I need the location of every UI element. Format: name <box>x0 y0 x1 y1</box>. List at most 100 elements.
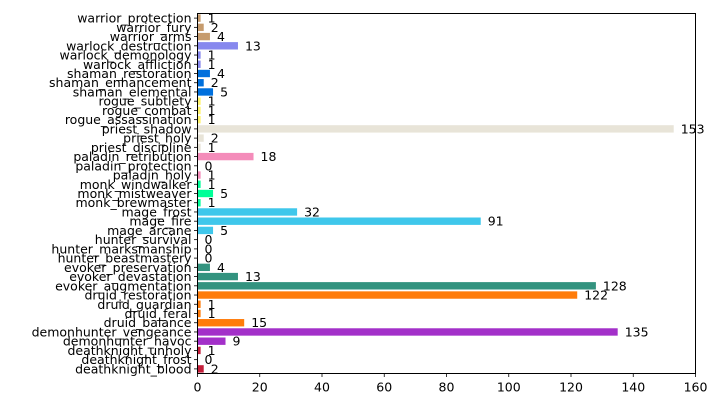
y-tick-label-monk_brewmaster: monk_brewmaster <box>75 195 192 210</box>
y-tick-label-evoker_devastation: evoker_devastation <box>69 269 191 284</box>
bar-rogue_subtlety <box>197 97 201 105</box>
y-tick-label-druid_feral: druid_feral <box>124 306 191 321</box>
bar-druid_restoration <box>197 291 578 299</box>
bar-druid_feral <box>197 309 201 318</box>
y-tick-label-shaman_enhancement: shaman_enhancement <box>49 75 192 90</box>
bar-evoker_devastation <box>197 272 238 281</box>
y-tick-label-warlock_affliction: warlock_affliction <box>83 57 192 72</box>
y-tick-label-priest_discipline: priest_discipline <box>91 140 192 155</box>
bar-priest_shadow <box>197 125 674 133</box>
y-tick-label-mage_arcane: mage_arcane <box>107 223 192 238</box>
bar-mage_arcane <box>197 226 214 235</box>
data-label-monk_windwalker: 1 <box>208 177 216 192</box>
data-label-shaman_elemental: 5 <box>220 84 228 99</box>
bar-paladin_holy <box>197 171 201 179</box>
y-tick-label-druid_guardian: druid_guardian <box>97 297 191 312</box>
data-label-warrior_protection: 1 <box>208 11 216 26</box>
bar-deathknight_unholy <box>197 346 201 355</box>
y-tick-label-evoker_augmentation: evoker_augmentation <box>55 278 191 293</box>
y-tick-label-shaman_elemental: shaman_elemental <box>73 84 192 99</box>
y-tick-label-priest_holy: priest_holy <box>123 131 192 146</box>
bar-warrior_protection <box>197 14 201 22</box>
y-tick-label-hunter_survival: hunter_survival <box>95 232 192 247</box>
data-label-evoker_augmentation: 128 <box>603 278 627 293</box>
data-label-warlock_destruction: 13 <box>245 38 261 53</box>
data-label-mage_frost: 32 <box>304 204 320 219</box>
data-label-deathknight_unholy: 1 <box>208 343 216 358</box>
data-label-mage_fire: 91 <box>488 214 504 229</box>
y-tick-label-evoker_preservation: evoker_preservation <box>64 260 191 275</box>
y-tick-label-deathknight_blood: deathknight_blood <box>75 361 191 376</box>
x-tick-label-100: 100 <box>497 380 521 395</box>
data-label-priest_discipline: 1 <box>208 140 216 155</box>
y-tick-label-druid_balance: druid_balance <box>104 315 192 330</box>
data-label-priest_shadow: 153 <box>681 121 705 136</box>
bar-paladin_retribution <box>197 152 254 161</box>
y-tick-label-rogue_combat: rogue_combat <box>102 103 192 118</box>
data-label-evoker_preservation: 4 <box>217 260 225 275</box>
y-tick-label-priest_shadow: priest_shadow <box>102 121 192 136</box>
bar-demonhunter_vengeance <box>197 328 618 336</box>
bar-rogue_combat <box>197 106 201 115</box>
y-tick-label-warrior_arms: warrior_arms <box>110 29 192 44</box>
data-label-evoker_devastation: 13 <box>245 269 261 284</box>
data-label-deathknight_blood: 2 <box>211 361 219 376</box>
x-tick-label-20: 20 <box>252 380 268 395</box>
data-label-druid_feral: 1 <box>208 306 216 321</box>
data-label-rogue_combat: 1 <box>208 103 216 118</box>
y-tick-label-monk_mistweaver: monk_mistweaver <box>77 186 192 201</box>
bar-warlock_affliction <box>197 60 201 68</box>
y-tick-label-rogue_assassination: rogue_assassination <box>65 112 192 127</box>
data-label-rogue_subtlety: 1 <box>208 94 216 109</box>
bar-warlock_destruction <box>197 42 238 50</box>
bar-shaman_restoration <box>197 69 210 78</box>
data-label-paladin_protection: 0 <box>205 158 213 173</box>
data-labels-group: 2019135151112212813400059132151101812153… <box>205 11 705 377</box>
data-label-mage_arcane: 5 <box>220 223 228 238</box>
y-tick-label-warrior_protection: warrior_protection <box>77 11 191 26</box>
data-label-druid_restoration: 122 <box>584 288 608 303</box>
bar-monk_mistweaver <box>197 189 214 198</box>
y-tick-label-paladin_retribution: paladin_retribution <box>73 149 191 164</box>
x-tick-label-0: 0 <box>194 380 202 395</box>
bar-evoker_augmentation <box>197 282 596 290</box>
y-tick-label-paladin_protection: paladin_protection <box>75 158 191 173</box>
y-tick-label-druid_restoration: druid_restoration <box>84 288 191 303</box>
data-label-shaman_enhancement: 2 <box>211 75 219 90</box>
bar-druid_guardian <box>197 300 201 308</box>
y-tick-label-hunter_marksmanship: hunter_marksmanship <box>51 241 191 256</box>
bar-evoker_preservation <box>197 263 210 272</box>
data-label-paladin_retribution: 18 <box>261 149 277 164</box>
data-label-hunter_survival: 0 <box>205 232 213 247</box>
y-tick-label-rogue_subtlety: rogue_subtlety <box>98 94 192 109</box>
data-label-warlock_affliction: 1 <box>208 57 216 72</box>
data-label-monk_mistweaver: 5 <box>220 186 228 201</box>
y-tick-label-deathknight_frost: deathknight_frost <box>81 352 191 367</box>
bar-druid_balance <box>197 319 245 327</box>
bar-priest_holy <box>197 134 204 142</box>
y-tick-label-warlock_demonology: warlock_demonology <box>60 48 193 63</box>
data-label-rogue_assassination: 1 <box>208 112 216 127</box>
x-tick-label-60: 60 <box>376 380 392 395</box>
data-label-warlock_demonology: 1 <box>208 48 216 63</box>
bar-warrior_fury <box>197 23 204 32</box>
bar-priest_discipline <box>197 143 201 152</box>
y-tick-label-warrior_fury: warrior_fury <box>116 20 192 35</box>
y-tick-label-monk_windwalker: monk_windwalker <box>80 177 193 192</box>
data-label-warrior_arms: 4 <box>217 29 225 44</box>
y-tick-label-deathknight_unholy: deathknight_unholy <box>67 343 192 358</box>
y-tick-label-hunter_beastmastery: hunter_beastmastery <box>58 251 193 266</box>
bar-shaman_elemental <box>197 88 214 96</box>
y-tick-label-demonhunter_havoc: demonhunter_havoc <box>63 334 192 349</box>
x-axis: 0 20 40 60 80 100 120 140 160 <box>194 373 707 395</box>
bar-deathknight_blood <box>197 365 204 373</box>
bar-monk_brewmaster <box>197 199 201 207</box>
bars-group <box>197 14 674 373</box>
data-label-demonhunter_havoc: 9 <box>233 334 241 349</box>
plot-frame <box>197 13 696 374</box>
x-tick-label-40: 40 <box>314 380 330 395</box>
data-label-demonhunter_vengeance: 135 <box>625 324 649 339</box>
bar-warrior_arms <box>197 32 210 41</box>
y-tick-label-mage_frost: mage_frost <box>121 204 191 219</box>
